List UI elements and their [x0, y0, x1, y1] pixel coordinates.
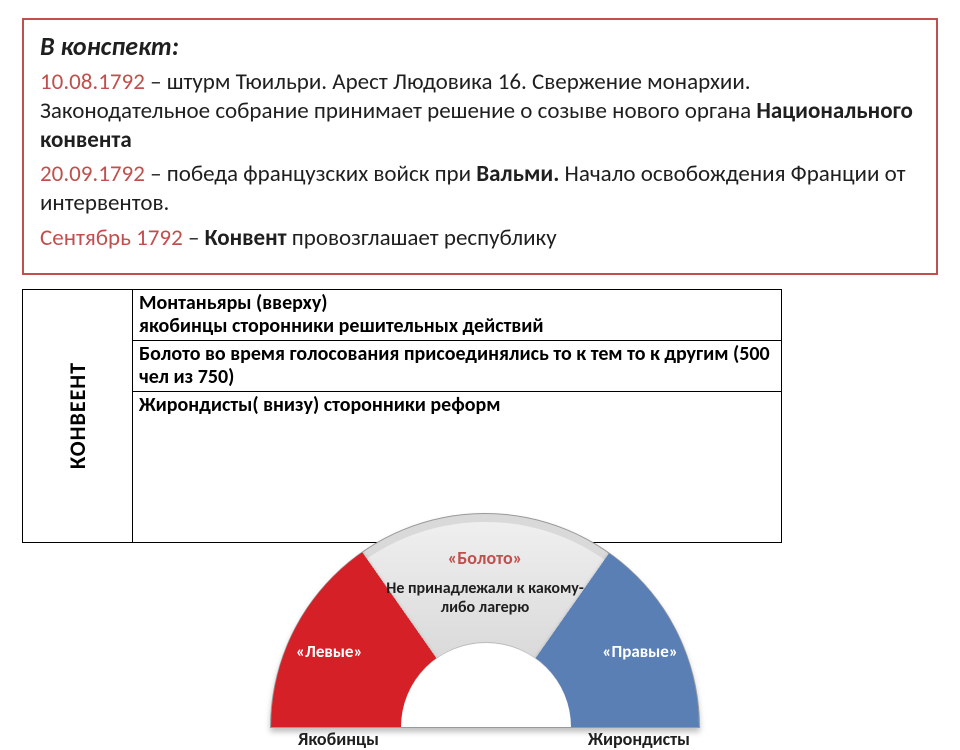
note-line: 10.08.1792 – штурм Тюильри. Арест Людови…: [40, 68, 920, 154]
konvent-side-label: КОНВЕЕНТ: [64, 362, 91, 469]
table-row: Болото во время голосования присоединяли…: [133, 341, 782, 392]
note-line: Сентябрь 1792 – Конвент провозглашает ре…: [40, 224, 920, 253]
label-subtitle: Не принадлежали к какому-либо лагерю: [370, 579, 600, 617]
note-lines: 10.08.1792 – штурм Тюильри. Арест Людови…: [40, 68, 920, 253]
note-line: 20.09.1792 – победа французских войск пр…: [40, 160, 920, 218]
diagram-arc: [270, 513, 700, 728]
label-left-in: «Левые»: [296, 641, 363, 662]
label-boloto: «Болото»: [270, 547, 700, 569]
label-left-out: Якобинцы: [298, 728, 379, 750]
seating-diagram: «Болото» Не принадлежали к какому-либо л…: [270, 503, 700, 728]
table-row: Монтаньяры (вверху) якобинцы сторонники …: [133, 290, 782, 341]
konvent-table-side: КОНВЕЕНТ: [23, 290, 133, 542]
label-right-out: Жирондисты: [588, 728, 690, 750]
label-right-in: «Правые»: [602, 641, 678, 662]
note-box: В конспект: 10.08.1792 – штурм Тюильри. …: [22, 18, 938, 275]
note-title: В конспект:: [40, 30, 920, 62]
